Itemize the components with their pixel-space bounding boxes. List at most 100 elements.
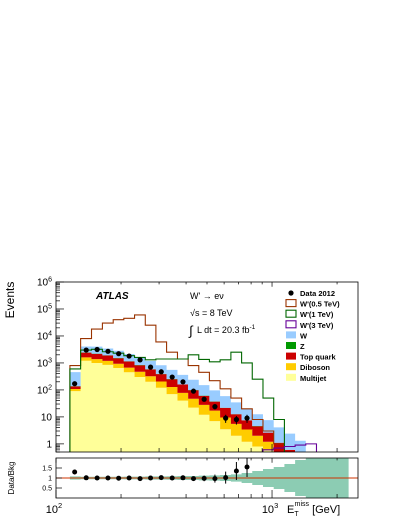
ratio-x-axis: 102 103 bbox=[46, 458, 338, 516]
ratio-y-axis: 0.5 1 1.5 bbox=[42, 466, 62, 493]
ratio-point bbox=[116, 475, 122, 481]
y-tick-label: 106 bbox=[37, 277, 52, 289]
legend-swatch-signal bbox=[285, 299, 297, 308]
legend-swatch-background bbox=[286, 363, 296, 371]
ratio-point bbox=[223, 475, 229, 481]
legend-swatch-background bbox=[286, 342, 296, 349]
main-x-ticks bbox=[55, 282, 338, 452]
ratio-y-tick-label: 1.5 bbox=[42, 466, 52, 473]
data-point bbox=[244, 415, 250, 421]
legend-swatch-background bbox=[286, 331, 296, 339]
data-point bbox=[201, 396, 207, 402]
ratio-point bbox=[148, 475, 154, 481]
main-y-axis-label: Events bbox=[3, 282, 17, 319]
ratio-point bbox=[137, 476, 143, 482]
data-point bbox=[94, 346, 100, 353]
x-tick-base: 10 bbox=[46, 504, 58, 516]
legend-swatch-background bbox=[286, 352, 296, 360]
y-tick-base: 10 bbox=[37, 304, 49, 315]
legend-label: Data 2012 bbox=[300, 289, 335, 298]
y-tick-base: 10 bbox=[37, 385, 49, 396]
ratio-point bbox=[105, 475, 111, 481]
y-tick-label: 103 bbox=[37, 357, 52, 369]
ratio-y-tick-label: 0.5 bbox=[42, 486, 52, 493]
lumi-label: L dt = 20.3 fb-1 bbox=[197, 324, 256, 335]
data-point bbox=[105, 348, 111, 354]
signal-series-0 bbox=[69, 314, 285, 452]
x-axis-label: ETmiss [GeV] bbox=[287, 501, 340, 518]
stack-series-1 bbox=[69, 357, 274, 450]
y-tick-label: 1 bbox=[46, 439, 52, 450]
y-tick-label: 102 bbox=[37, 384, 52, 396]
process-label: W' → eν bbox=[190, 291, 224, 301]
ratio-point bbox=[201, 475, 207, 481]
y-tick-exponent: 5 bbox=[48, 303, 52, 310]
ratio-point bbox=[126, 475, 132, 481]
legend-swatch-signal bbox=[285, 320, 297, 329]
data-point bbox=[223, 415, 229, 421]
ratio-point bbox=[83, 475, 89, 481]
x-axis-label-unit: [GeV] bbox=[309, 504, 340, 516]
data-point bbox=[72, 381, 78, 387]
energy-label: √s = 8 TeV bbox=[190, 308, 233, 318]
ratio-point bbox=[191, 476, 197, 482]
main-plot-area bbox=[69, 314, 318, 452]
legend-label: Top quark bbox=[300, 353, 337, 362]
data-point bbox=[180, 379, 186, 385]
ratio-plot-area bbox=[56, 458, 358, 498]
stack-series-4 bbox=[69, 346, 306, 452]
legend-label: W'(3 TeV) bbox=[300, 321, 334, 330]
x-axis-label-sub: T bbox=[294, 511, 299, 518]
legend: Data 2012 W'(0.5 TeV)W'(1 TeV) W'(3 TeV)WZ… bbox=[285, 289, 340, 383]
ratio-point bbox=[169, 475, 175, 481]
data-point bbox=[137, 357, 143, 363]
legend-label: W bbox=[300, 331, 308, 340]
y-tick-exponent: 4 bbox=[48, 330, 52, 337]
legend-marker-data bbox=[288, 290, 294, 296]
x-axis-label-main: E bbox=[287, 504, 294, 516]
signal-series-1 bbox=[69, 348, 285, 452]
data-point bbox=[169, 374, 175, 380]
legend-label: W'(1 TeV) bbox=[300, 310, 334, 319]
legend-label: Diboson bbox=[300, 363, 330, 372]
y-tick-base: 10 bbox=[41, 412, 53, 423]
atlas-label: ATLAS bbox=[95, 291, 129, 302]
data-point bbox=[158, 369, 164, 375]
x-tick-exponent: 3 bbox=[274, 501, 278, 510]
ratio-y-tick-label: 1 bbox=[48, 476, 52, 483]
data-point bbox=[83, 347, 89, 353]
y-tick-exponent: 3 bbox=[48, 357, 52, 364]
legend-label: Multijet bbox=[300, 374, 327, 383]
y-tick-label: 104 bbox=[37, 330, 52, 342]
y-tick-exponent: 2 bbox=[48, 384, 52, 391]
y-tick-base: 10 bbox=[37, 278, 49, 289]
data-point bbox=[212, 404, 218, 410]
ratio-point bbox=[180, 475, 186, 481]
ratio-plot: 0.511.5 102 103 Data/Bkg ETmiss [GeV] bbox=[7, 457, 359, 518]
ratio-point bbox=[72, 469, 78, 475]
legend-swatch-background bbox=[286, 373, 296, 381]
y-tick-base: 1 bbox=[46, 439, 52, 450]
ratio-point bbox=[244, 464, 250, 470]
x-axis-label-sup: miss bbox=[295, 501, 310, 508]
y-tick-label: 105 bbox=[37, 303, 52, 315]
ratio-point bbox=[94, 475, 100, 481]
legend-swatch-signal bbox=[285, 309, 297, 318]
lumi-exponent: -1 bbox=[249, 324, 255, 331]
data-point bbox=[126, 353, 132, 359]
data-point bbox=[116, 351, 122, 357]
lumi-text: L dt = 20.3 fb bbox=[197, 325, 249, 335]
x-tick-base: 10 bbox=[262, 504, 274, 516]
data-point bbox=[233, 416, 239, 423]
ratio-y-axis-label: Data/Bkg bbox=[7, 462, 16, 495]
x-tick-exponent: 2 bbox=[58, 501, 62, 510]
y-tick-base: 10 bbox=[37, 358, 49, 369]
ratio-point bbox=[233, 468, 239, 474]
integral-sign: ∫ bbox=[188, 323, 194, 338]
legend-label: W'(0.5 TeV) bbox=[300, 300, 340, 309]
y-tick-exponent: 6 bbox=[48, 277, 52, 284]
y-tick-label: 10 bbox=[41, 412, 53, 423]
